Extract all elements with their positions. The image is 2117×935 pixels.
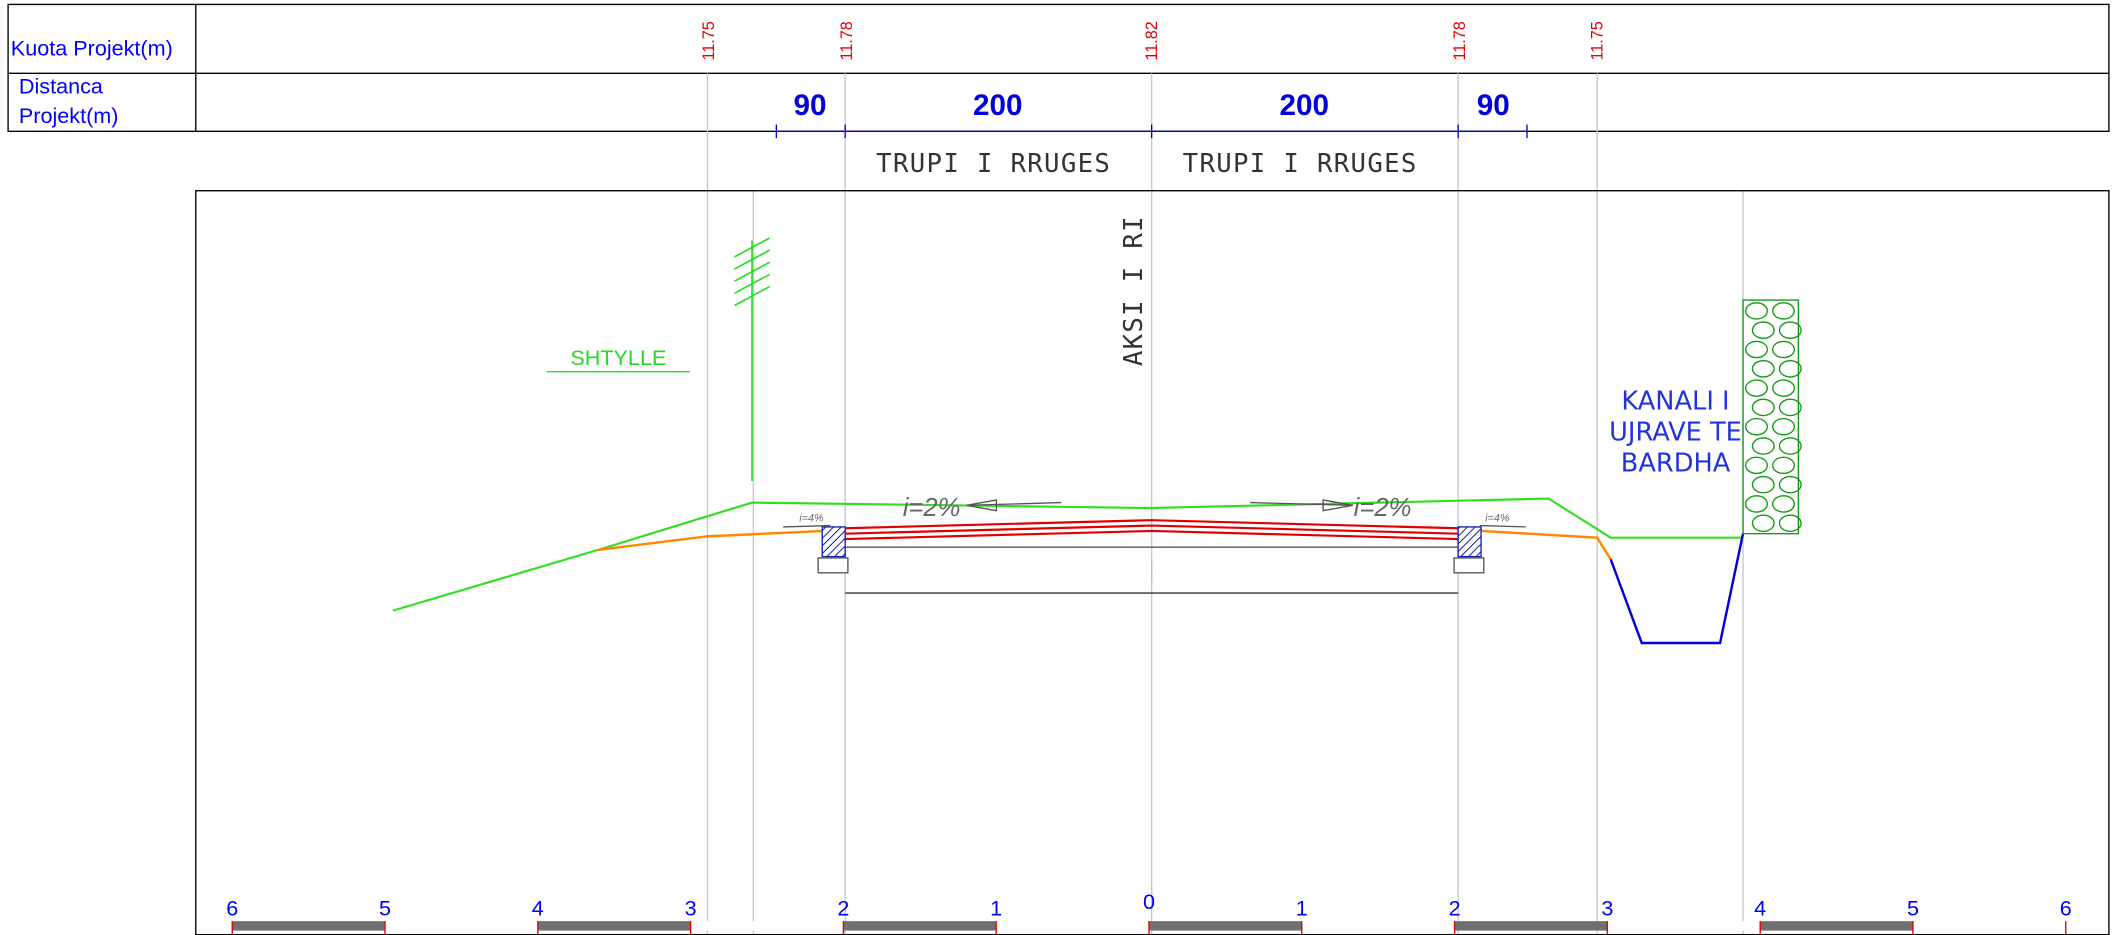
scale-segment <box>996 921 1149 931</box>
curb <box>821 526 846 558</box>
scale-label: 5 <box>379 896 391 921</box>
scale-segment <box>1760 921 1913 931</box>
pavement-layer <box>845 519 1459 530</box>
canal-label: BARDHA <box>1621 449 1731 479</box>
stone <box>1778 360 1802 378</box>
curb-base <box>1453 557 1485 574</box>
scale-label: 2 <box>837 896 849 921</box>
scale-segment <box>232 921 386 931</box>
slope-label: i=2% <box>1354 494 1412 522</box>
scale-label: 6 <box>2060 896 2072 921</box>
stone <box>1778 437 1802 455</box>
canal <box>1609 533 1745 645</box>
curb <box>1457 526 1482 558</box>
stone <box>1745 417 1768 436</box>
canal-label: UJRAVE TE <box>1609 417 1742 447</box>
elevation-label: 11.75 <box>1589 21 1607 60</box>
scale-label: 4 <box>532 896 544 921</box>
curb-slope-label: i=4% <box>1485 513 1510 525</box>
distance-label: 90 <box>1477 89 1510 122</box>
pavement-layer <box>845 524 1459 535</box>
curb-base <box>817 557 849 574</box>
stone <box>1772 456 1795 475</box>
slope-arrow <box>783 524 831 528</box>
row-label: Kuota Projekt(m) <box>11 36 173 61</box>
stone <box>1751 514 1775 533</box>
stone <box>1745 302 1768 320</box>
scale-segment <box>1912 921 2066 931</box>
stone <box>1772 495 1795 513</box>
distance-label: 200 <box>973 89 1023 122</box>
shoulder-line <box>1481 529 1612 560</box>
ground-line <box>392 497 1744 612</box>
stone <box>1745 340 1768 359</box>
stone <box>1751 360 1775 378</box>
stone <box>1745 495 1768 513</box>
stone <box>1772 379 1795 397</box>
distance-label: 200 <box>1279 89 1329 122</box>
slope-label: i=2% <box>903 494 961 522</box>
axis-label: AKSI I RI <box>1119 215 1149 366</box>
stone <box>1745 379 1768 397</box>
scale-segment <box>1148 921 1302 931</box>
section-label: TRUPI I RRUGES <box>1183 149 1418 179</box>
scale-segment <box>385 921 538 931</box>
scale-segment <box>690 921 844 931</box>
section-label: TRUPI I RRUGES <box>876 149 1111 179</box>
stone <box>1778 514 1802 533</box>
curb-slope-label: i=4% <box>799 513 824 525</box>
row-label: Distanca <box>19 74 104 99</box>
elevation-label: 11.82 <box>1143 21 1161 60</box>
scale-label: 0 <box>1143 889 1155 914</box>
scale-segment <box>1301 921 1455 931</box>
pavement-layer <box>845 529 1459 541</box>
scale-label: 3 <box>1601 896 1613 921</box>
scale-segment <box>1607 921 1761 931</box>
scale-label: 5 <box>1907 896 1919 921</box>
stone <box>1772 340 1795 359</box>
distance-label: 90 <box>794 89 827 122</box>
pole-arm <box>734 261 770 282</box>
pole-label: SHTYLLE <box>570 345 666 370</box>
scale-label: 3 <box>685 896 697 921</box>
elevation-label: 11.75 <box>700 21 718 60</box>
elevation-label: 11.78 <box>838 21 856 60</box>
scale-label: 2 <box>1449 896 1461 921</box>
stone <box>1751 321 1775 339</box>
slope-arrow <box>966 501 1062 506</box>
arrowhead <box>1322 499 1353 512</box>
arrowhead <box>966 499 998 512</box>
scale-label: 1 <box>1296 896 1308 921</box>
stone <box>1772 302 1795 320</box>
shoulder-line <box>597 529 824 552</box>
stone <box>1745 456 1768 475</box>
stone-wall <box>1742 299 1800 535</box>
scale-label: 1 <box>990 896 1002 921</box>
stone <box>1778 321 1802 339</box>
pole-arm <box>734 273 770 295</box>
stone <box>1772 417 1795 436</box>
slope-arrow <box>1250 501 1353 506</box>
scale-segment <box>843 921 997 931</box>
scale-segment <box>1454 921 1608 931</box>
pole-arm <box>734 249 770 270</box>
slope-arrow <box>1479 524 1526 528</box>
stone <box>1778 398 1802 417</box>
stone <box>1751 398 1775 417</box>
elevation-label: 11.78 <box>1451 21 1469 60</box>
header-table <box>7 3 2110 132</box>
scale-label: 4 <box>1754 896 1766 921</box>
row-label: Projekt(m) <box>19 103 119 128</box>
canal-label: KANALI I <box>1621 386 1729 416</box>
stone <box>1751 475 1775 494</box>
pole-arm <box>734 285 770 307</box>
scale-segment <box>537 921 691 931</box>
stone <box>1778 475 1802 494</box>
pole-arm <box>734 237 770 258</box>
stone <box>1751 437 1775 455</box>
scale-label: 6 <box>226 896 238 921</box>
